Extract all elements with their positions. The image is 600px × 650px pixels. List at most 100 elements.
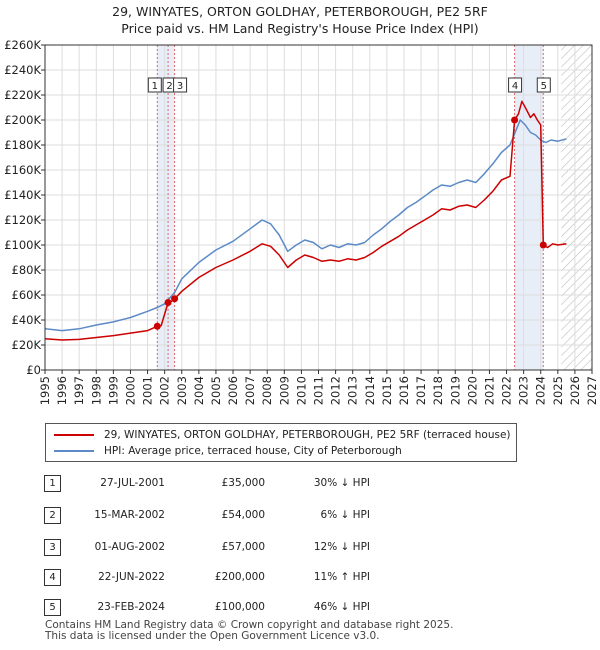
x-tick-label: 2018 bbox=[431, 376, 445, 405]
y-tick-label: £200K bbox=[4, 113, 41, 127]
row-price: £35,000 bbox=[221, 477, 265, 489]
y-tick-label: £100K bbox=[4, 238, 41, 252]
x-tick-label: 2005 bbox=[209, 376, 223, 405]
footer-line-1: Contains HM Land Registry data © Crown c… bbox=[45, 619, 454, 631]
sale-label: 2 bbox=[166, 81, 172, 92]
x-tick-label: 2004 bbox=[192, 376, 206, 405]
sale-band-1-3 bbox=[157, 45, 175, 370]
sale-label-box bbox=[536, 77, 551, 93]
x-tick-label: 2007 bbox=[243, 376, 257, 405]
row-number: 4 bbox=[44, 569, 61, 586]
x-tick-label: 2010 bbox=[294, 376, 308, 405]
x-tick-label: 2024 bbox=[534, 376, 548, 405]
y-tick-label: £120K bbox=[4, 213, 41, 227]
sale-label-box bbox=[147, 77, 162, 93]
y-tick-label: £0 bbox=[26, 363, 41, 377]
x-tick-label: 2008 bbox=[260, 376, 274, 405]
legend-swatch-hpi bbox=[54, 450, 94, 452]
x-tick-label: 2011 bbox=[312, 376, 326, 405]
table-row: 2 15-MAR-2002 £54,000 6% ↓ HPI bbox=[0, 506, 600, 526]
y-tick-label: £40K bbox=[12, 313, 42, 327]
row-hpi: 11% ↑ HPI bbox=[313, 571, 370, 583]
x-tick-label: 2019 bbox=[448, 376, 462, 405]
sale-point bbox=[164, 299, 172, 306]
row-price: £100,000 bbox=[214, 601, 265, 613]
legend-item-property: 29, WINYATES, ORTON GOLDHAY, PETERBOROUG… bbox=[54, 427, 511, 443]
row-price: £57,000 bbox=[221, 541, 265, 553]
x-tick-label: 1996 bbox=[55, 376, 69, 405]
title-line-2: Price paid vs. HM Land Registry's House … bbox=[121, 21, 479, 36]
x-tick-label: 2023 bbox=[517, 376, 531, 405]
x-tick-label: 2025 bbox=[551, 376, 565, 405]
row-date: 23-FEB-2024 bbox=[97, 601, 165, 613]
chart-title: 29, WINYATES, ORTON GOLDHAY, PETERBOROUG… bbox=[0, 3, 600, 37]
sale-point bbox=[539, 241, 547, 249]
x-tick-label: 2013 bbox=[346, 376, 360, 405]
x-tick-label: 2002 bbox=[158, 376, 172, 405]
x-tick-label: 2003 bbox=[175, 376, 189, 405]
x-tick-label: 1997 bbox=[72, 376, 86, 405]
row-number: 2 bbox=[44, 507, 61, 524]
table-row: 5 23-FEB-2024 £100,000 46% ↓ HPI bbox=[0, 598, 600, 618]
row-price: £200,000 bbox=[214, 571, 265, 583]
row-number: 1 bbox=[44, 475, 61, 492]
x-tick-label: 2009 bbox=[277, 376, 291, 405]
title-line-1: 29, WINYATES, ORTON GOLDHAY, PETERBOROUG… bbox=[112, 4, 488, 19]
footer: Contains HM Land Registry data © Crown c… bbox=[45, 620, 453, 642]
row-hpi: 46% ↓ HPI bbox=[313, 601, 370, 613]
table-row: 1 27-JUL-2001 £35,000 30% ↓ HPI bbox=[0, 474, 600, 494]
row-date: 27-JUL-2001 bbox=[100, 477, 165, 489]
legend: 29, WINYATES, ORTON GOLDHAY, PETERBOROUG… bbox=[45, 423, 517, 462]
sale-label: 5 bbox=[541, 81, 547, 92]
y-tick-label: £240K bbox=[4, 63, 41, 77]
legend-label-property: 29, WINYATES, ORTON GOLDHAY, PETERBOROUG… bbox=[104, 429, 511, 441]
sale-point bbox=[511, 116, 519, 124]
x-tick-label: 1999 bbox=[106, 376, 120, 405]
x-tick-label: 2001 bbox=[141, 376, 155, 405]
price-chart: 1 2 3 4 5 £0 £20K £40K £60K £80K £100K £120K £140K £1… bbox=[4, 38, 599, 405]
sale-label: 4 bbox=[512, 81, 518, 92]
row-date: 15-MAR-2002 bbox=[94, 509, 165, 521]
x-tick-label: 2017 bbox=[414, 376, 428, 405]
row-hpi: 12% ↓ HPI bbox=[313, 541, 370, 553]
legend-label-hpi: HPI: Average price, terraced house, City… bbox=[104, 445, 402, 457]
legend-item-hpi: HPI: Average price, terraced house, City… bbox=[54, 443, 402, 459]
sale-label: 3 bbox=[177, 81, 183, 92]
row-date: 22-JUN-2022 bbox=[98, 571, 165, 583]
x-tick-label: 2015 bbox=[380, 376, 394, 405]
y-tick-label: £160K bbox=[4, 163, 41, 177]
row-hpi: 6% ↓ HPI bbox=[320, 509, 370, 521]
sale-point bbox=[171, 295, 179, 303]
sale-label-box bbox=[508, 77, 523, 93]
footer-line-2: This data is licensed under the Open Gov… bbox=[45, 630, 380, 642]
x-tick-label: 2000 bbox=[123, 376, 137, 405]
y-tick-label: £140K bbox=[4, 188, 41, 202]
y-tick-label: £60K bbox=[12, 288, 42, 302]
row-hpi: 30% ↓ HPI bbox=[313, 477, 370, 489]
x-tick-label: 2012 bbox=[329, 376, 343, 405]
row-date: 01-AUG-2002 bbox=[94, 541, 165, 553]
table-row: 3 01-AUG-2002 £57,000 12% ↓ HPI bbox=[0, 538, 600, 558]
table-row: 4 22-JUN-2022 £200,000 11% ↑ HPI bbox=[0, 568, 600, 588]
x-tick-label: 1995 bbox=[38, 376, 52, 405]
legend-swatch-property bbox=[54, 434, 94, 436]
row-price: £54,000 bbox=[221, 509, 265, 521]
y-tick-label: £180K bbox=[4, 138, 41, 152]
x-tick-label: 2027 bbox=[585, 376, 599, 405]
x-tick-label: 1998 bbox=[89, 376, 103, 405]
x-tick-label: 2006 bbox=[226, 376, 240, 405]
sale-label: 1 bbox=[152, 81, 158, 92]
sale-point bbox=[153, 322, 161, 330]
x-tick-label: 2021 bbox=[482, 376, 496, 405]
x-tick-label: 2014 bbox=[363, 376, 377, 405]
y-tick-label: £260K bbox=[4, 38, 41, 52]
hpi-series-line bbox=[45, 119, 567, 332]
sale-band-4-5 bbox=[514, 45, 544, 370]
y-tick-label: £80K bbox=[12, 263, 42, 277]
row-number: 5 bbox=[44, 599, 61, 616]
x-tick-label: 2022 bbox=[500, 376, 514, 405]
y-tick-label: £220K bbox=[4, 88, 41, 102]
forecast-region bbox=[561, 45, 592, 370]
x-tick-label: 2026 bbox=[568, 376, 582, 405]
y-tick-label: £20K bbox=[12, 338, 42, 352]
